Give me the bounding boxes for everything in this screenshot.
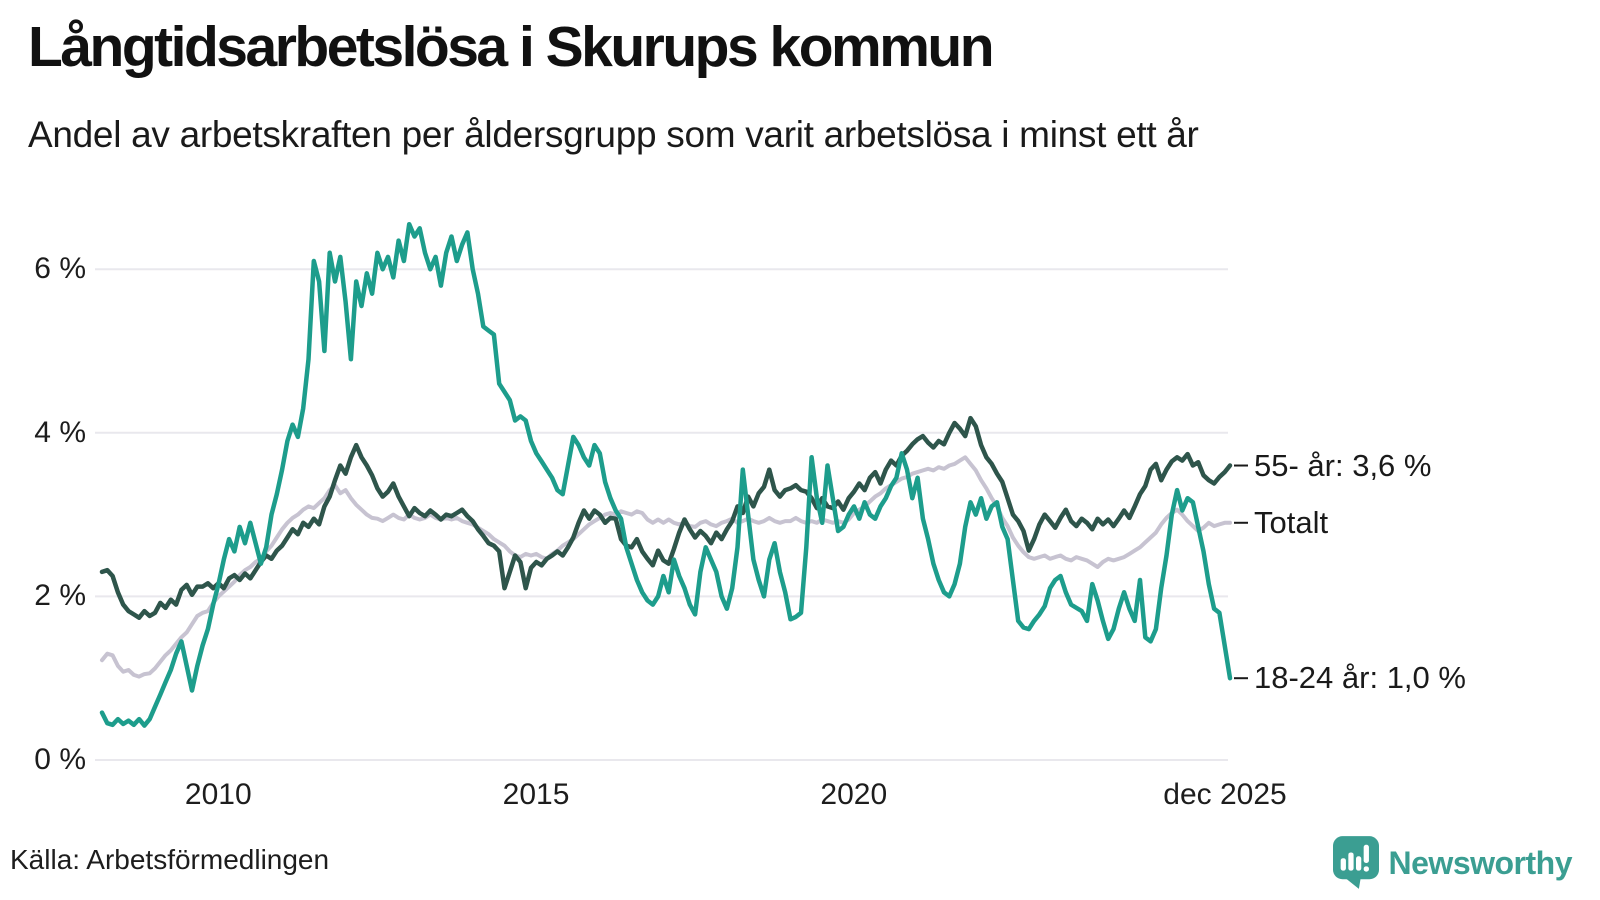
end-label-18-24-ar: 18-24 år: 1,0 % [1254,660,1466,696]
source-note: Källa: Arbetsförmedlingen [10,844,330,875]
x-axis-tick-label: dec 2025 [1163,778,1287,811]
y-axis-tick-label: 0 % [34,743,86,776]
series-line-55-ar [99,415,1233,620]
page-title: Långtidsarbetslösa i Skurups kommun [28,15,995,79]
newsworthy-wordmark: Newsworthy [1388,844,1573,881]
newsworthy-logo-icon [1332,836,1379,889]
x-axis-tick-label: 2015 [502,778,570,811]
y-axis-tick-label: 2 % [34,579,86,613]
y-axis-tick-label: 6 % [34,252,86,286]
end-label-55-ar: 55- år: 3,6 % [1254,447,1432,483]
newsworthy-logo: Newsworthy [1332,836,1573,890]
y-axis-tick-label: 4 % [34,415,86,449]
x-axis-tick-label: 2010 [184,778,252,811]
x-axis-tick-label: 2020 [820,778,888,811]
series-line-totalt [100,455,1232,679]
page-subtitle: Andel av arbetskraften per åldersgrupp s… [28,114,1199,155]
series-line-18-24-ar [99,221,1233,728]
end-label-totalt: Totalt [1254,504,1329,540]
